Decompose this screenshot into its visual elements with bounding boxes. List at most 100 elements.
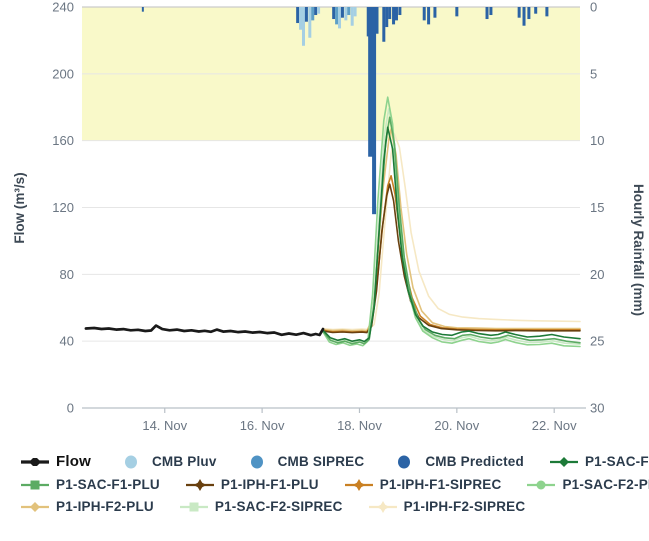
flow-tick-label: 0 (67, 401, 74, 416)
legend-item-cmb-siprec[interactable]: CMB SIPREC (242, 454, 365, 469)
series-line-p1-sac-f2-plu (322, 96, 581, 348)
series-line-p1-iph-f2-siprec (322, 133, 581, 331)
rain-bar (335, 7, 339, 25)
legend-item-label: P1-IPH-F1-SIPREC (379, 477, 502, 492)
legend-item-label: CMB SIPREC (277, 454, 365, 469)
legend-item-label: P1-SAC-F1-PLU (56, 477, 160, 492)
legend-item-p1-iph-f1-siprec[interactable]: P1-IPH-F1-SIPREC (344, 477, 502, 492)
rain-bar (353, 7, 357, 17)
rain-bar (388, 7, 392, 20)
rain-tick-label: 20 (590, 267, 604, 282)
chart-legend: Flow CMB Pluv CMB SIPREC CMB Predicted P1-SA… (0, 447, 649, 514)
legend-item-flow[interactable]: Flow (20, 453, 91, 470)
flow-line (84, 324, 325, 337)
legend-item-cmb-pluv[interactable]: CMB Pluv (116, 454, 217, 469)
rain-bar (485, 7, 489, 20)
flow-tick-label: 40 (60, 334, 74, 349)
rainfall-bars (141, 7, 549, 215)
flow-tick-label: 240 (52, 0, 74, 15)
rain-bar (296, 7, 300, 24)
legend-item-cmb-predicted[interactable]: CMB Predicted (389, 454, 524, 469)
right-axis-title: Hourly Rainfall (mm) (631, 184, 646, 316)
rain-bar (350, 7, 354, 26)
rain-bar (314, 7, 318, 16)
rain-bar (517, 7, 521, 18)
rain-bar (385, 7, 389, 28)
legend-marker-line-star-icon (368, 500, 397, 513)
legend-item-p1-iph-f2-siprec[interactable]: P1-IPH-F2-SIPREC (368, 499, 526, 514)
rain-bar (368, 7, 375, 157)
flow-tick-label: 200 (52, 66, 74, 81)
legend-item-label: CMB Predicted (425, 454, 524, 469)
legend-item-p1-sac-f1-plu[interactable]: P1-SAC-F1-PLU (20, 477, 160, 492)
x-axis: 14. Nov 16. Nov 18. Nov 20. Nov 22. Nov (82, 407, 586, 433)
rain-bar (304, 7, 308, 22)
gridlines (82, 6, 580, 342)
legend-item-p1-sac-f1-siprec[interactable]: P1-SAC-F1-SIPREC (549, 454, 649, 469)
legend-marker-circle-icon (124, 455, 137, 468)
x-tick-label: 20. Nov (434, 418, 479, 433)
legend-marker-line-square-icon (21, 480, 49, 489)
legend-marker-line-diamond-icon (21, 501, 49, 512)
legend-marker-circle-icon (398, 455, 411, 468)
rain-tick-label: 0 (590, 0, 597, 15)
rain-tick-label: 25 (590, 334, 604, 349)
rain-bar (340, 7, 344, 18)
flow-tick-label: 160 (52, 133, 74, 148)
rain-bar (347, 7, 351, 16)
rain-bar (455, 7, 459, 17)
legend-marker-line-star-icon (344, 478, 373, 491)
x-tick-label: 16. Nov (240, 418, 285, 433)
x-tick-label: 22. Nov (532, 418, 577, 433)
legend-item-label: P1-SAC-F1-SIPREC (584, 454, 649, 469)
series-line-p1-sac-f1-siprec (322, 126, 581, 343)
legend-item-label: Flow (56, 453, 91, 470)
rain-bar (372, 7, 377, 215)
legend-marker-line-diamond-icon (549, 456, 578, 467)
legend-item-p1-iph-f1-plu[interactable]: P1-IPH-F1-PLU (185, 477, 319, 492)
rain-bar (299, 7, 303, 30)
legend-marker-line-star-icon (185, 478, 214, 491)
legend-marker-flow-icon (21, 457, 49, 466)
legend-item-label: P1-IPH-F2-PLU (56, 499, 154, 514)
rain-bar (422, 7, 426, 21)
forecast-lines (322, 96, 581, 348)
rain-bar (392, 7, 396, 25)
legend-item-p1-sac-f2-plu[interactable]: P1-SAC-F2-PLU (526, 477, 649, 492)
legend-item-label: P1-IPH-F2-SIPREC (403, 499, 526, 514)
rain-bar (382, 7, 386, 42)
legend-item-label: CMB Pluv (151, 454, 217, 469)
rain-bar (522, 7, 526, 26)
legend-item-p1-sac-f2-siprec[interactable]: P1-SAC-F2-SIPREC (179, 499, 343, 514)
chart-canvas: 14. Nov 16. Nov 18. Nov 20. Nov 22. Nov 0 40 80… (12, 0, 646, 433)
rain-bar (332, 7, 336, 20)
flow-rainfall-chart: 14. Nov 16. Nov 18. Nov 20. Nov 22. Nov 0 40 80… (12, 0, 646, 433)
rain-bar (308, 7, 312, 38)
rain-bar (534, 7, 538, 14)
rain-bar (141, 7, 144, 12)
x-tick-label: 18. Nov (337, 418, 382, 433)
rain-tick-label: 30 (590, 401, 604, 416)
x-tick-label: 14. Nov (142, 418, 187, 433)
legend-item-label: P1-IPH-F1-PLU (220, 477, 319, 492)
flow-tick-label: 120 (52, 200, 74, 215)
legend-item-label: P1-SAC-F2-SIPREC (214, 499, 343, 514)
rain-bar (311, 7, 315, 21)
rain-bar (433, 7, 437, 18)
rain-bar (301, 7, 305, 46)
rain-tick-label: 5 (590, 66, 597, 81)
legend-row-2: P1-SAC-F1-PLU P1-IPH-F1-PLU P1-IPH-F1-SIPR… (20, 477, 649, 492)
series-line-p1-sac-f2-siprec (322, 108, 581, 346)
left-axis-labels: 0 40 80 120 160 200 240 (52, 0, 74, 416)
legend-row-3: P1-IPH-F2-PLU P1-SAC-F2-SIPREC P1-IPH-F2-S… (20, 499, 649, 514)
rain-bar (344, 7, 348, 21)
legend-marker-circle-icon (250, 455, 263, 468)
rain-bar (545, 7, 549, 17)
legend-item-label: P1-SAC-F2-PLU (562, 477, 649, 492)
rain-bar (527, 7, 531, 20)
rain-bar (489, 7, 493, 16)
legend-item-p1-iph-f2-plu[interactable]: P1-IPH-F2-PLU (20, 499, 154, 514)
series-line-p1-iph-f1-plu (322, 183, 581, 334)
rain-bar (375, 7, 379, 34)
rain-bar (338, 7, 342, 29)
